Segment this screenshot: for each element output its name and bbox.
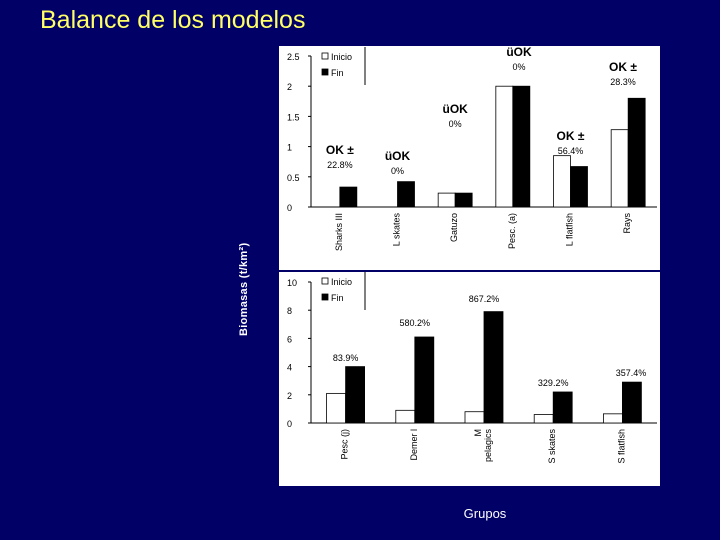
x-axis-label: Grupos (463, 506, 507, 521)
percent-annotation: 0% (512, 62, 525, 72)
bar-fin (483, 311, 504, 424)
percent-annotation: 580.2% (400, 318, 431, 328)
percent-annotation: 56.4% (558, 146, 584, 156)
bar-inicio (533, 414, 554, 424)
bar-inicio (395, 409, 416, 424)
percent-annotation: 0% (391, 166, 404, 176)
bar-fin (454, 192, 473, 208)
bar-fin (552, 391, 573, 424)
category-label: S skates (547, 429, 557, 464)
category-label: pelagics (483, 429, 493, 463)
y-tick-label: 0 (287, 203, 292, 213)
legend-swatch-fin (321, 68, 329, 76)
bottom-bar-chart: 0 2 4 6 8 10 Inicio Fin Pesc (j) 83.9% Demer l 580.… (287, 272, 657, 464)
bar-inicio (610, 129, 629, 208)
category-label: L skates (392, 213, 402, 247)
percent-annotation: 357.4% (616, 368, 647, 378)
y-tick-label: 10 (287, 278, 297, 288)
category-label: Gatuzo (449, 213, 459, 242)
bar-fin (345, 366, 365, 424)
y-tick-label: 8 (287, 306, 292, 316)
percent-annotation: 0% (449, 119, 462, 129)
y-tick-label: 2 (287, 82, 292, 92)
legend-label-inicio: Inicio (331, 277, 352, 287)
category-label: Pesc. (a) (507, 213, 517, 249)
legend-swatch-inicio (321, 52, 329, 60)
percent-annotation: 867.2% (469, 294, 500, 304)
status-annotation: üOK (506, 46, 532, 59)
y-tick-label: 0 (287, 419, 292, 429)
bar-fin (512, 85, 531, 208)
x-axis-label-wrap: Grupos (0, 506, 720, 521)
bar-fin (397, 181, 415, 208)
bar-fin (414, 336, 435, 424)
percent-annotation: 329.2% (538, 378, 569, 388)
y-tick-label: 1.5 (287, 112, 300, 122)
category-label: M (473, 429, 483, 437)
status-annotation: üOK (385, 149, 411, 163)
category-label: S flatfish (616, 429, 626, 464)
percent-annotation: 22.8% (327, 160, 353, 170)
bar-inicio (437, 192, 456, 208)
category-label: Demer l (409, 429, 419, 461)
percent-annotation: 83.9% (333, 353, 359, 363)
y-tick-label: 0.5 (287, 173, 300, 183)
bar-fin (621, 381, 642, 424)
legend-label-fin: Fin (331, 68, 344, 78)
top-chart-panel: 0 0.5 1 1.5 2 2.5 Inicio Fin Sharks III OK ± 22.8%… (279, 45, 660, 270)
y-tick-label: 2 (287, 391, 292, 401)
bar-inicio (495, 85, 514, 208)
y-tick-label: 6 (287, 334, 292, 344)
legend-swatch-inicio (321, 277, 329, 285)
legend-swatch-fin (321, 293, 329, 301)
slide-title: Balance de los modelos (40, 6, 306, 34)
bar-inicio (553, 155, 571, 208)
y-axis-label: Biomasas (t/km²) (238, 242, 250, 336)
y-tick-label: 1 (287, 143, 292, 153)
y-tick-label: 2.5 (287, 52, 300, 62)
legend-label-inicio: Inicio (331, 52, 352, 62)
category-label: Pesc (j) (340, 429, 350, 460)
bar-inicio (602, 413, 623, 424)
status-annotation: üOK (442, 102, 468, 116)
bar-inicio (464, 411, 485, 424)
bar-fin (627, 97, 646, 208)
status-annotation: OK ± (557, 129, 585, 143)
bar-inicio (326, 392, 346, 424)
category-label: L flatfish (565, 213, 575, 246)
top-bar-chart: 0 0.5 1 1.5 2 2.5 Inicio Fin Sharks III OK ± 22.8%… (287, 45, 657, 251)
category-label: Rays (622, 213, 632, 234)
y-tick-label: 4 (287, 363, 292, 373)
status-annotation: OK ± (609, 60, 637, 74)
bar-fin (339, 186, 358, 208)
legend-label-fin: Fin (331, 293, 344, 303)
status-annotation: OK ± (326, 143, 354, 157)
category-label: Sharks III (334, 213, 344, 251)
percent-annotation: 28.3% (610, 77, 636, 87)
bar-fin (570, 166, 588, 208)
bottom-chart-panel: 0 2 4 6 8 10 Inicio Fin Pesc (j) 83.9% Demer l 580.… (279, 272, 660, 486)
